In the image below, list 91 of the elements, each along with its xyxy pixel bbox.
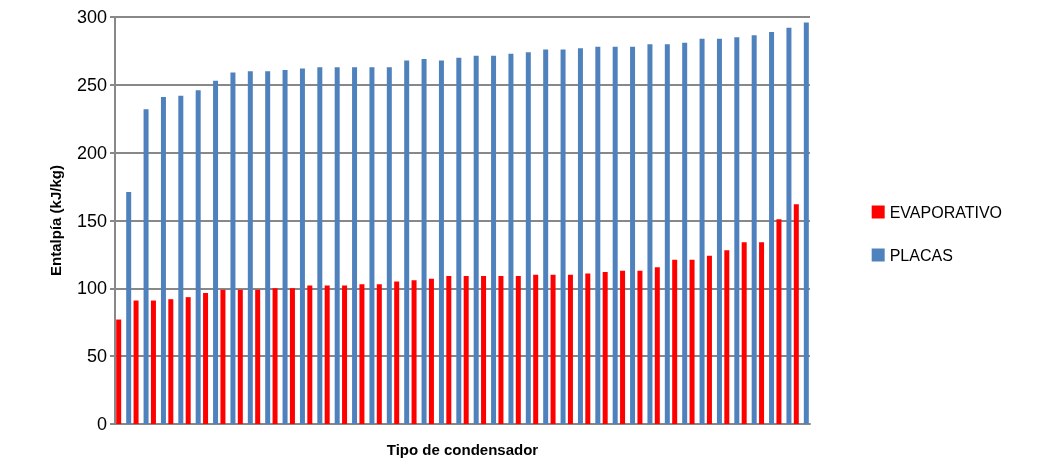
bar: [428, 278, 434, 424]
bar: [543, 49, 549, 424]
bar: [438, 60, 444, 424]
bar: [213, 80, 219, 424]
bar: [463, 276, 469, 424]
bar: [793, 204, 799, 424]
bar: [334, 67, 340, 424]
bar: [195, 90, 201, 424]
bar: [255, 289, 261, 424]
bar: [404, 60, 410, 424]
bar: [533, 274, 539, 424]
bar: [803, 22, 809, 424]
bar: [759, 242, 765, 424]
bar: [699, 38, 705, 424]
y-tick-label: 300: [76, 7, 107, 27]
bar: [716, 38, 722, 424]
bar: [498, 276, 504, 424]
bar: [647, 44, 653, 424]
bar: [126, 192, 132, 424]
y-tick-label: 150: [76, 210, 107, 231]
bar: [342, 285, 348, 424]
bar: [491, 55, 497, 424]
bar: [515, 276, 521, 424]
bar: [612, 46, 618, 424]
bar: [769, 31, 775, 424]
bar: [369, 67, 375, 424]
bar: [585, 273, 591, 424]
bar: [620, 270, 626, 424]
y-axis-title: Entalpía (kJ/kg): [47, 165, 64, 276]
bar: [317, 67, 323, 424]
bar: [751, 35, 757, 424]
bar: [481, 276, 487, 424]
bar: [567, 274, 573, 424]
bar: [352, 67, 358, 424]
bar: [706, 255, 712, 424]
bar: [550, 274, 556, 424]
bar: [724, 250, 730, 424]
bar: [456, 57, 462, 424]
bar: [421, 59, 427, 424]
bar: [150, 300, 156, 424]
bar: [237, 289, 243, 424]
bar: [143, 109, 149, 424]
x-axis-title: Tipo de condensador: [386, 441, 539, 458]
bar: [672, 259, 678, 424]
bar: [386, 67, 392, 424]
bar: [577, 48, 583, 424]
y-tick-label: 100: [76, 278, 107, 299]
bar: [289, 288, 295, 424]
bar: [602, 272, 608, 424]
bar: [307, 285, 313, 424]
bar: [630, 46, 636, 424]
bar: [133, 300, 139, 424]
bar: [689, 259, 695, 424]
bar: [185, 297, 191, 424]
bar: [786, 27, 792, 424]
bar: [682, 42, 688, 424]
bar: [560, 49, 566, 424]
bar: [116, 319, 122, 424]
bar: [411, 280, 417, 424]
bar: [637, 270, 643, 424]
bar: [203, 293, 209, 424]
bar: [508, 53, 514, 424]
bar: [525, 52, 531, 424]
bar: [376, 284, 382, 424]
bar: [359, 284, 365, 424]
bar: [160, 97, 166, 424]
legend-label: EVAPORATIVO: [889, 203, 1003, 221]
bar: [734, 37, 740, 424]
bar: [741, 242, 747, 424]
bar: [654, 267, 660, 424]
bar: [168, 299, 174, 424]
legend-label: PLACAS: [889, 246, 953, 264]
bar: [776, 219, 782, 424]
y-tick-label: 250: [76, 74, 107, 95]
bar: [473, 55, 479, 424]
bar: [247, 71, 253, 424]
bar: [178, 95, 184, 424]
bar: [664, 44, 670, 424]
y-tick-label: 200: [76, 142, 107, 163]
bar: [394, 281, 400, 424]
y-tick-label: 0: [96, 414, 107, 434]
bar: [324, 285, 330, 424]
y-tick-label: 50: [86, 346, 107, 367]
bar: [230, 72, 236, 424]
bar: [446, 276, 452, 424]
bar: [282, 69, 288, 424]
bar: [265, 71, 271, 424]
bar: [299, 68, 305, 424]
bar: [595, 46, 601, 424]
bar: [272, 288, 278, 424]
bar: [220, 289, 226, 424]
